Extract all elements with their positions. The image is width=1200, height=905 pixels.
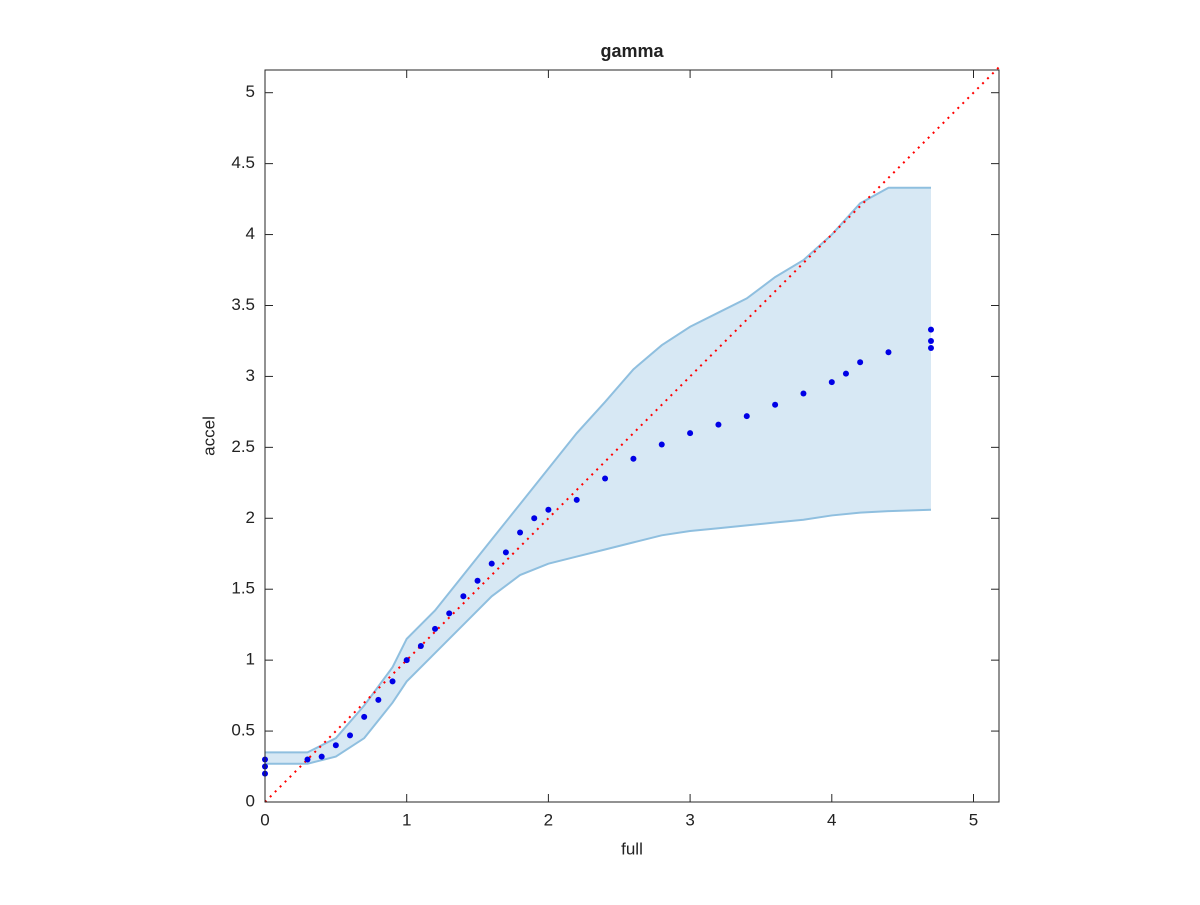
point (403, 657, 410, 664)
point (885, 349, 892, 356)
y-tick-label: 5 (246, 82, 255, 101)
point (630, 455, 637, 462)
point (347, 732, 354, 739)
point (743, 413, 750, 420)
y-tick-label: 3.5 (231, 295, 255, 314)
x-tick-label: 4 (827, 810, 836, 829)
point (573, 496, 580, 503)
x-tick-label: 0 (260, 810, 269, 829)
point (772, 401, 779, 408)
point (375, 696, 382, 703)
x-tick-label: 5 (969, 810, 978, 829)
point (927, 337, 934, 344)
y-tick-label: 2 (246, 508, 255, 527)
band-lower (265, 508, 932, 765)
x-tick-label: 3 (685, 810, 694, 829)
point (502, 549, 509, 556)
point (800, 390, 807, 397)
band-fill (265, 187, 931, 764)
point (318, 753, 325, 760)
point (927, 345, 934, 352)
point (460, 593, 467, 600)
x-axis-label: full (621, 839, 643, 858)
reference-line (264, 66, 1000, 803)
point (361, 713, 368, 720)
point (488, 560, 495, 567)
point (857, 359, 864, 366)
point (417, 642, 424, 649)
point (432, 625, 439, 632)
point (842, 370, 849, 377)
y-tick-label: 2.5 (231, 437, 255, 456)
point (602, 475, 609, 482)
x-tick-label: 1 (402, 810, 411, 829)
point (687, 430, 694, 437)
point (332, 742, 339, 749)
y-tick-label: 4.5 (231, 153, 255, 172)
point (715, 421, 722, 428)
point (658, 441, 665, 448)
y-tick-label: 4 (246, 224, 255, 243)
y-tick-label: 3 (246, 366, 255, 385)
band-upper (265, 186, 931, 754)
point (474, 577, 481, 584)
chart-title: gamma (600, 41, 664, 61)
x-tick-label: 2 (544, 810, 553, 829)
y-tick-label: 1 (246, 650, 255, 669)
y-tick-label: 0 (246, 791, 255, 810)
point (927, 326, 934, 333)
point (531, 515, 538, 522)
point (545, 506, 552, 513)
point (828, 379, 835, 386)
point (517, 529, 524, 536)
point (304, 756, 311, 763)
y-axis-label: accel (199, 416, 218, 456)
y-tick-label: 0.5 (231, 721, 255, 740)
point (389, 678, 396, 685)
axes-box (264, 69, 1000, 803)
y-tick-label: 1.5 (231, 579, 255, 598)
point (446, 610, 453, 617)
